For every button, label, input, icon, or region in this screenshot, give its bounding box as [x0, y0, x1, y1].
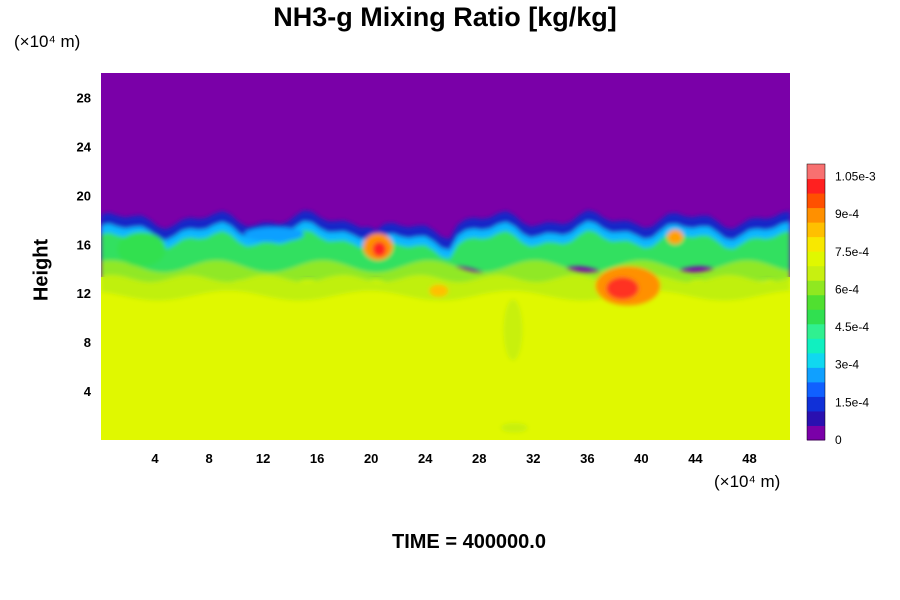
- x-tick-label: 20: [364, 451, 378, 466]
- y-tick-label: 20: [77, 188, 91, 203]
- y-tick-label: 4: [84, 384, 92, 399]
- colorbar-swatch: [807, 178, 825, 194]
- field-feature-9: [500, 422, 528, 433]
- field-feature-4: [667, 229, 684, 245]
- colorbar-swatch: [807, 193, 825, 209]
- colorbar-swatch: [807, 396, 825, 412]
- field-feature-6: [117, 232, 166, 267]
- y-tick-label: 28: [77, 90, 91, 105]
- colorbar-frame: [806, 163, 826, 441]
- colorbar-swatch: [807, 265, 825, 281]
- x-tick-label: 44: [688, 451, 703, 466]
- x-axis-unit: (×10⁴ m): [714, 472, 781, 491]
- y-tick-label: 24: [77, 139, 92, 154]
- y-tick-label: 8: [84, 335, 91, 350]
- x-tick-label: 40: [634, 451, 648, 466]
- field-feature-3: [606, 277, 639, 300]
- field-feature-5: [429, 284, 449, 297]
- colorbar-tick-label: 4.5e-4: [835, 320, 869, 334]
- colorbar-tick-label: 1.05e-3: [835, 170, 876, 184]
- colorbar-swatch: [807, 294, 825, 310]
- colorbar-tick-label: 6e-4: [835, 282, 859, 296]
- y-tick-label: 12: [77, 286, 91, 301]
- x-tick-label: 24: [418, 451, 433, 466]
- colorbar-swatch: [807, 323, 825, 339]
- x-tick-label: 12: [256, 451, 270, 466]
- colorbar-swatch: [807, 367, 825, 383]
- chart-title: NH3-g Mixing Ratio [kg/kg]: [273, 2, 617, 32]
- y-tick-label: 16: [77, 237, 91, 252]
- x-tick-label: 4: [151, 451, 159, 466]
- colorbar: [806, 163, 826, 441]
- colorbar-swatch: [807, 164, 825, 180]
- colorbar-ticks: 0 1.5e-4 3e-4 4.5e-4 6e-4 7.5e-4 9e-4 1.05e-3: [835, 170, 876, 447]
- colorbar-swatch: [807, 425, 825, 441]
- colorbar-swatch: [807, 352, 825, 368]
- x-tick-label: 28: [472, 451, 486, 466]
- x-tick-label: 16: [310, 451, 324, 466]
- colorbar-tick-label: 0: [835, 433, 842, 447]
- y-axis-unit: (×10⁴ m): [14, 32, 81, 51]
- colorbar-swatch: [807, 309, 825, 325]
- band-dark-blue: [101, 210, 790, 253]
- colorbar-swatch: [807, 207, 825, 223]
- field-feature-8: [503, 299, 523, 361]
- plot-area: [101, 73, 790, 440]
- colorbar-tick-label: 1.5e-4: [835, 395, 869, 409]
- time-label: TIME = 400000.0: [392, 531, 546, 553]
- y-axis-ticks: 4 8 12 16 20 24 28: [77, 90, 92, 399]
- field-lower-layer: [101, 276, 790, 440]
- x-tick-label: 36: [580, 451, 594, 466]
- colorbar-swatch: [807, 222, 825, 238]
- band-cyan: [101, 221, 790, 262]
- colorbar-swatch: [807, 381, 825, 397]
- x-tick-label: 48: [742, 451, 756, 466]
- colorbar-swatch: [807, 251, 825, 267]
- colorbar-tick-label: 7.5e-4: [835, 245, 869, 259]
- x-axis-ticks: 4 8 12 16 20 24 28 32 36 40 44 48: [151, 451, 756, 466]
- colorbar-swatch: [807, 410, 825, 426]
- colorbar-swatch: [807, 280, 825, 296]
- field-feature-7: [244, 227, 304, 242]
- colorbar-swatch: [807, 338, 825, 354]
- colorbar-swatch: [807, 236, 825, 252]
- x-tick-label: 32: [526, 451, 540, 466]
- colorbar-tick-label: 3e-4: [835, 358, 859, 372]
- x-tick-label: 8: [205, 451, 212, 466]
- field-feature-1: [372, 241, 387, 257]
- colorbar-tick-label: 9e-4: [835, 207, 859, 221]
